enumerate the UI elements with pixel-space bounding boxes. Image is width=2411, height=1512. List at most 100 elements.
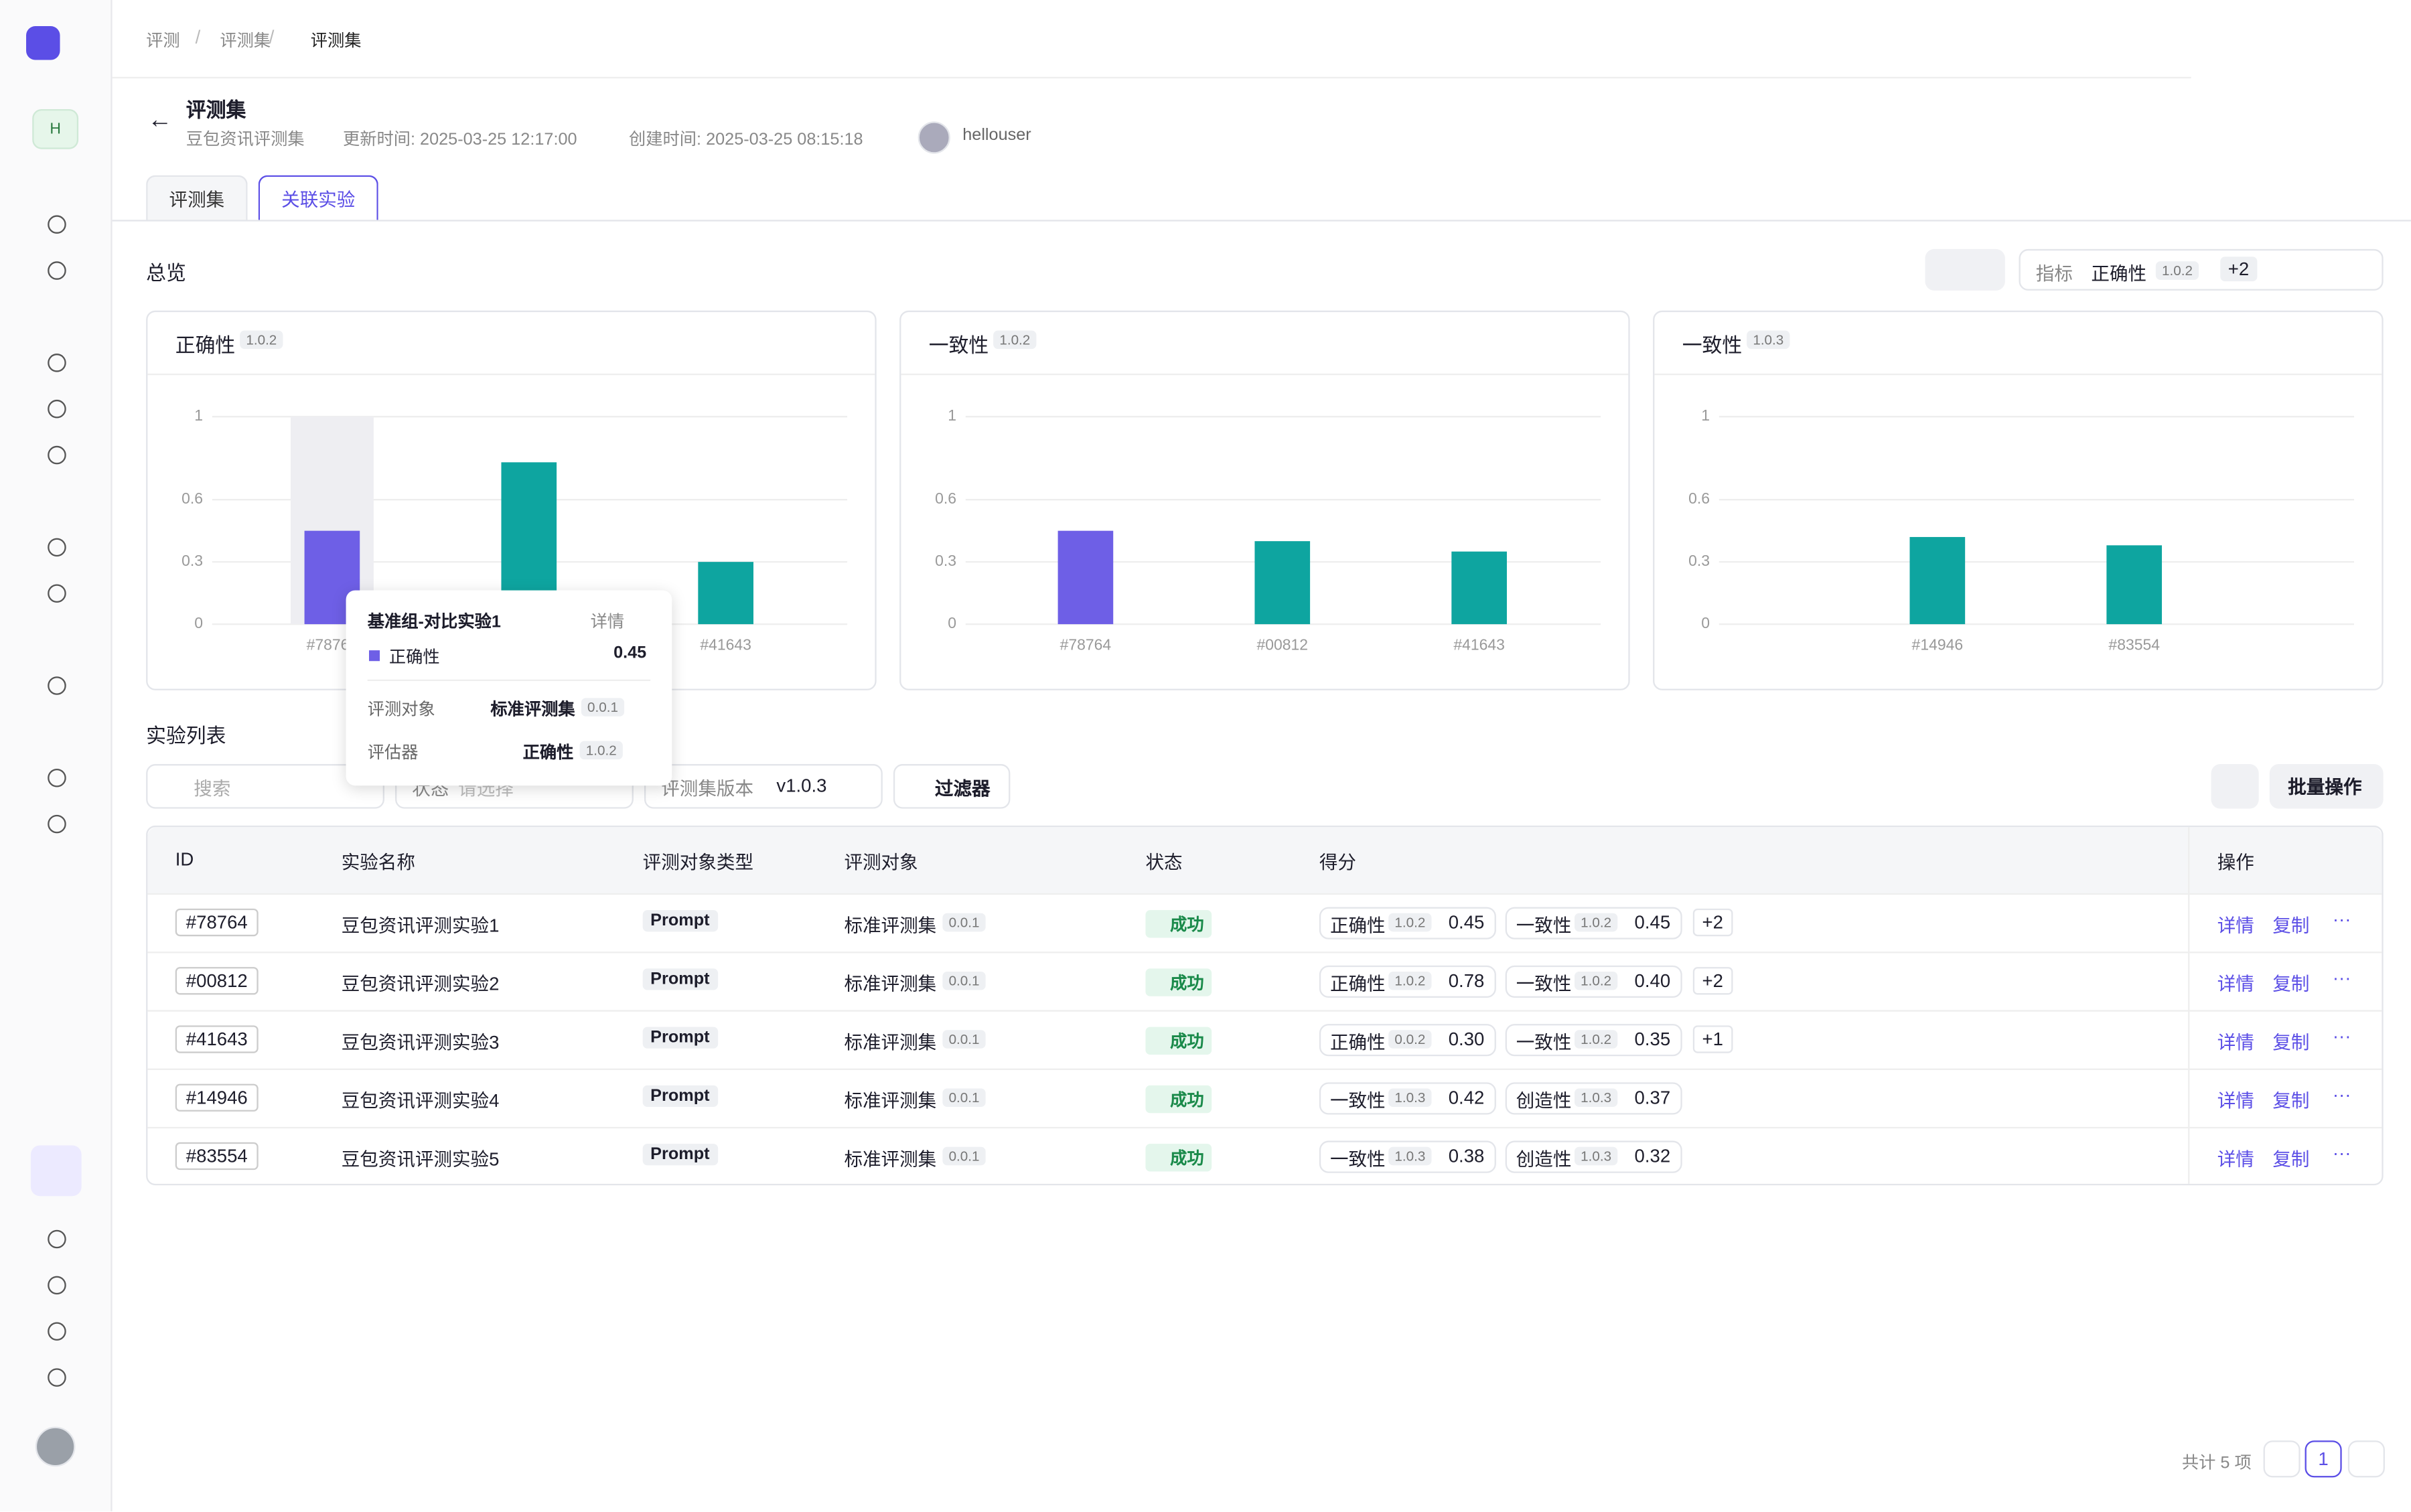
- metric-select[interactable]: 指标 正确性 1.0.2 +2: [2019, 248, 2384, 291]
- nav-icon[interactable]: [48, 584, 66, 603]
- action-link[interactable]: 复制: [2272, 1031, 2310, 1053]
- nav-icon[interactable]: [48, 814, 66, 834]
- row-divider: [147, 1068, 2382, 1070]
- breadcrumb-item[interactable]: 评测: [146, 32, 180, 51]
- status-badge: 成功: [1145, 1144, 1212, 1172]
- chart-header-divider: [1654, 373, 2382, 376]
- bar: [1057, 530, 1114, 625]
- nav-icon[interactable]: [48, 768, 66, 787]
- version-tag: 1.0.3: [1575, 1146, 1618, 1166]
- nav-icon[interactable]: [48, 1276, 66, 1295]
- version-tag: 1.0.3: [1388, 1088, 1432, 1108]
- version-tag: 1.0.3: [1388, 1146, 1432, 1166]
- sidebar: [0, 0, 113, 1511]
- experiment-id: #41643: [175, 1025, 259, 1053]
- chart-title: 正确性: [175, 333, 236, 357]
- breadcrumb-item[interactable]: 评测集: [220, 32, 271, 51]
- experiment-name: 豆包资讯评测实验4: [341, 1089, 500, 1112]
- more-actions[interactable]: ···: [2332, 1083, 2351, 1106]
- bar: [1451, 551, 1507, 625]
- workspace-avatar[interactable]: H: [32, 109, 79, 149]
- nav-icon[interactable]: [48, 215, 66, 234]
- chart-card: 一致性 1.0.3 0 0.3 0.6 1 #14946 #83554: [1653, 310, 2384, 690]
- action-link[interactable]: 复制: [2272, 973, 2310, 995]
- version-tag: 0.0.1: [942, 1088, 986, 1108]
- nav-icon[interactable]: [48, 676, 66, 695]
- action-link[interactable]: 详情: [2217, 973, 2254, 995]
- y-tick-label: 1: [194, 406, 203, 424]
- divider: [112, 76, 2191, 79]
- search-placeholder: 搜索: [194, 777, 231, 800]
- logo[interactable]: [26, 26, 60, 60]
- action-link[interactable]: 详情: [2217, 915, 2254, 937]
- y-tick-label: 0: [1701, 614, 1710, 631]
- user-avatar: [918, 121, 950, 154]
- score-value: 0.45: [1448, 911, 1485, 933]
- version-label: 评测集版本: [661, 777, 754, 800]
- version-tag: 1.0.2: [240, 330, 283, 350]
- nav-icon[interactable]: [48, 399, 66, 419]
- nav-icon[interactable]: [48, 1322, 66, 1341]
- action-link[interactable]: 复制: [2272, 1148, 2310, 1170]
- score-value: 0.42: [1448, 1087, 1485, 1109]
- column-header: 得分: [1319, 851, 1357, 874]
- version-tag: 1.0.2: [1388, 913, 1432, 932]
- version-tag: 0.0.1: [942, 1146, 986, 1166]
- version-tag: 1.0.2: [2155, 261, 2199, 280]
- nav-icon[interactable]: [48, 1368, 66, 1387]
- tooltip-evaluator: 正确性: [522, 744, 574, 763]
- x-tick-label: #00812: [1257, 635, 1309, 653]
- more-actions[interactable]: ···: [2332, 1025, 2351, 1047]
- nav-icon[interactable]: [48, 261, 66, 280]
- nav-icon[interactable]: [48, 354, 66, 372]
- tab-divider: [112, 220, 2411, 222]
- tab[interactable]: 评测集: [146, 175, 248, 222]
- tooltip-detail[interactable]: 详情: [590, 613, 625, 632]
- column-settings[interactable]: [2211, 764, 2259, 809]
- nav-icon[interactable]: [48, 538, 66, 557]
- filter-button[interactable]: 过滤器: [893, 764, 1011, 809]
- y-tick-label: 0.6: [181, 489, 203, 507]
- breadcrumb-item: 评测集: [310, 32, 362, 51]
- nav-icon[interactable]: [48, 445, 66, 465]
- chart-type-toggle[interactable]: [1925, 248, 2005, 291]
- x-tick-label: #41643: [1453, 635, 1505, 653]
- tooltip-title: 基准组-对比实验1: [367, 613, 501, 632]
- score-name: 创造性: [1516, 1089, 1572, 1112]
- score-name: 一致性: [1516, 1031, 1572, 1053]
- score-value: 0.32: [1634, 1145, 1671, 1167]
- score-name: 一致性: [1516, 915, 1572, 937]
- batch-button[interactable]: 批量操作: [2269, 764, 2384, 809]
- version-tag: 0.0.1: [581, 698, 625, 716]
- version-tag: 0.0.1: [942, 972, 986, 990]
- more-actions[interactable]: ···: [2332, 967, 2351, 989]
- x-tick-label: #41643: [700, 635, 751, 653]
- version-tag: 1.0.2: [1575, 1030, 1618, 1049]
- user-avatar[interactable]: [35, 1426, 76, 1467]
- score-name: 正确性: [1329, 973, 1386, 995]
- action-link[interactable]: 复制: [2272, 1089, 2310, 1112]
- bot-icon[interactable]: [30, 1145, 82, 1197]
- more-actions[interactable]: ···: [2332, 1142, 2351, 1164]
- tab[interactable]: 关联实验: [258, 175, 378, 222]
- back-button[interactable]: ←: [147, 107, 173, 134]
- next-page[interactable]: [2347, 1440, 2385, 1478]
- version-tag: 1.0.2: [1575, 913, 1618, 932]
- score-name: 一致性: [1329, 1148, 1386, 1170]
- action-link[interactable]: 详情: [2217, 1031, 2254, 1053]
- page-button[interactable]: 1: [2305, 1440, 2342, 1478]
- action-link[interactable]: 详情: [2217, 1089, 2254, 1112]
- score-more: +2: [1692, 908, 1733, 937]
- action-link[interactable]: 复制: [2272, 915, 2310, 937]
- prev-page[interactable]: [2263, 1440, 2300, 1478]
- more-actions[interactable]: ···: [2332, 908, 2351, 931]
- filter-label: 过滤器: [934, 777, 991, 800]
- search-input[interactable]: 搜索: [146, 764, 384, 809]
- nav-icon[interactable]: [48, 1229, 66, 1249]
- x-tick-label: #78764: [1060, 635, 1112, 653]
- version-tag: 1.0.2: [579, 741, 623, 760]
- status-badge: 成功: [1145, 968, 1212, 996]
- version-select[interactable]: 评测集版本 v1.0.3: [644, 764, 883, 809]
- action-link[interactable]: 详情: [2217, 1148, 2254, 1170]
- version-tag: 1.0.3: [1747, 330, 1790, 350]
